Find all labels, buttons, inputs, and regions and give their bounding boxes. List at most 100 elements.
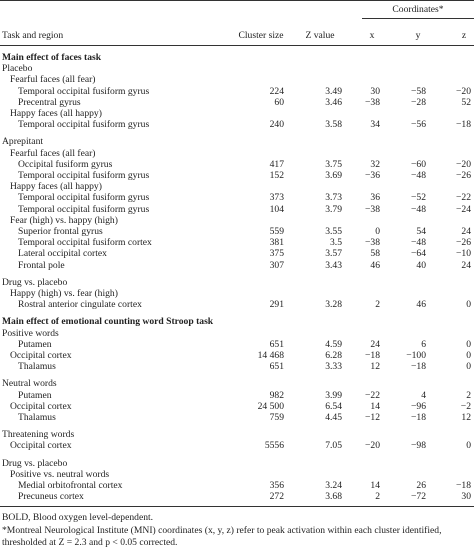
row-label: Happy faces (all happy) [10, 108, 102, 119]
cell: 3.55 [325, 226, 342, 237]
row-label: Rostral anterior cingulate cortex [18, 299, 142, 311]
footnote: thresholded at Z = 2.3 and p < 0.05 corr… [2, 537, 178, 549]
cell: 24 500 [257, 400, 284, 412]
cell: 36 [370, 192, 380, 204]
cell: −18 [455, 119, 471, 131]
column-header: Task and region [2, 30, 64, 41]
cell: −36 [364, 170, 380, 181]
rule [0, 45, 474, 46]
cell: 559 [269, 226, 284, 237]
row-label: Happy (high) vs. fear (high) [10, 288, 118, 299]
column-header: x [369, 30, 375, 41]
cell: 4.45 [325, 412, 342, 423]
cell: −48 [410, 203, 426, 215]
cell: 30 [370, 85, 380, 97]
cell: 3.24 [325, 480, 342, 491]
row-label: Placebo [2, 63, 33, 75]
cell: 3.49 [325, 85, 342, 97]
row-label: Temporal occipital fusiform gyrus [18, 203, 150, 215]
cell: 373 [269, 192, 284, 204]
cell: 14 [370, 480, 380, 491]
cell: 40 [416, 259, 426, 271]
cell: 272 [269, 491, 284, 503]
cell: 24 [461, 259, 471, 271]
cell: −64 [410, 248, 426, 260]
cell: −72 [410, 491, 426, 503]
column-header: y [415, 30, 421, 41]
cell: 4 [421, 389, 426, 401]
cell: 3.46 [325, 96, 342, 108]
cell: −26 [455, 170, 471, 181]
cell: 3.43 [325, 259, 342, 271]
row-label: Fear (high) vs. happy (high) [10, 214, 118, 226]
cell: −18 [410, 412, 426, 423]
column-header: Cluster size [238, 30, 284, 41]
cell: 34 [370, 119, 380, 131]
cell: 4.59 [325, 338, 342, 350]
cell: −20 [364, 440, 380, 452]
cell: −20 [455, 158, 471, 170]
rule [362, 18, 474, 19]
footnote: *Montreal Neurological Institute (MNI) c… [2, 524, 442, 536]
cell: −24 [455, 203, 471, 215]
row-label: Putamen [18, 389, 52, 401]
row-label: Fearful faces (all fear) [10, 147, 96, 159]
cell: 3.99 [325, 389, 342, 401]
row-label: Superior frontal gyrus [18, 226, 103, 237]
row-label: Aprepitant [2, 136, 44, 148]
cell: −18 [410, 361, 426, 373]
column-header: Z value [305, 30, 335, 41]
cell: −10 [455, 248, 471, 260]
cell: 6 [421, 338, 426, 350]
cell: 6.54 [325, 400, 342, 412]
cell: −12 [364, 412, 380, 423]
cell: 14 [370, 400, 380, 412]
cell: 356 [269, 480, 284, 491]
cell: −60 [410, 158, 426, 170]
row-label: Threatening words [2, 429, 75, 441]
column-header: z [461, 30, 467, 41]
row-label: Lateral occipital cortex [18, 248, 107, 260]
cell: 12 [461, 412, 471, 423]
cell: −58 [410, 85, 426, 97]
cell: −96 [410, 400, 426, 412]
cell: 3.75 [325, 158, 342, 170]
section-heading: Main effect of emotional counting word S… [2, 316, 214, 328]
cell: 982 [269, 389, 284, 401]
cell: 52 [461, 96, 471, 108]
cell: 24 [461, 226, 471, 237]
cell: 0 [466, 440, 471, 452]
cell: 3.73 [325, 192, 342, 204]
cell: 2 [375, 491, 380, 503]
cell: 3.69 [325, 170, 342, 181]
row-label: Drug vs. placebo [2, 276, 68, 288]
cell: −38 [364, 203, 380, 215]
rule [0, 506, 474, 508]
cell: 7.05 [325, 440, 342, 452]
row-label: Temporal occipital fusiform gyrus [18, 170, 150, 181]
row-label: Precuneus cortex [18, 491, 84, 503]
cell: −22 [364, 389, 380, 401]
cell: 152 [269, 170, 284, 181]
cell: −38 [364, 96, 380, 108]
cell: 2 [466, 389, 471, 401]
row-label: Temporal occipital fusiform cortex [18, 237, 152, 249]
footnote: BOLD, Blood oxygen level-dependent. [2, 512, 154, 524]
cell: 54 [416, 226, 426, 237]
cell: −22 [455, 192, 471, 204]
cell: −52 [410, 192, 426, 204]
spanner-header: Coordinates* [392, 4, 444, 15]
cell: 240 [269, 119, 284, 131]
cell: −38 [364, 237, 380, 249]
row-label: Temporal occipital fusiform gyrus [18, 119, 150, 131]
cell: 104 [269, 203, 284, 215]
cell: −18 [455, 480, 471, 491]
cell: −100 [406, 350, 426, 361]
row-label: Positive vs. neutral words [10, 468, 110, 480]
cell: −56 [410, 119, 426, 131]
cell: 30 [461, 491, 471, 503]
cell: 307 [269, 259, 284, 271]
cell: 3.57 [325, 248, 342, 260]
cell: 375 [269, 248, 284, 260]
